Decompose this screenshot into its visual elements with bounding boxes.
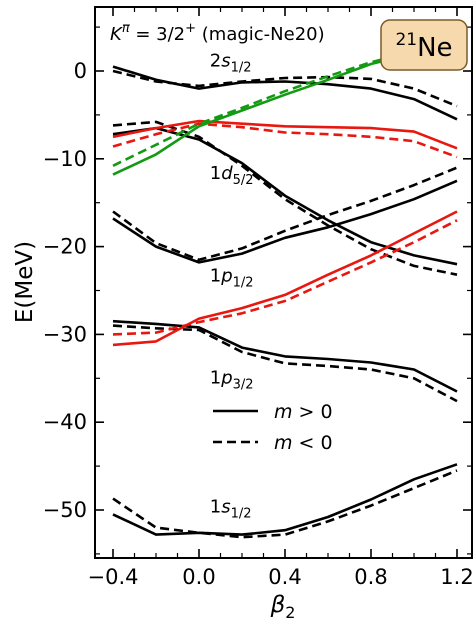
x-tick-label: 0.0 [182,565,215,589]
x-tick-label: 1.2 [440,565,473,589]
x-tick-label: 0.4 [268,565,301,589]
orbital-label: 1d5/2 [210,163,254,188]
series-layer [112,45,458,539]
y-tick-label: −50 [43,498,87,522]
y-tick-label: −10 [43,147,87,171]
series-line-2-black-dashed [112,69,458,108]
series-line-11-red-solid [112,119,458,150]
orbital-label: 1p1/2 [210,266,254,291]
orbital-label: 1s1/2 [210,497,252,522]
series-line-6-black-dashed [112,166,458,262]
y-tick-label: −30 [43,322,87,346]
y-tick-label: −40 [43,410,87,434]
orbital-label: 2s1/2 [210,51,252,76]
legend: m > 0 m < 0 [213,401,333,454]
ticks-layer: −0.4 0.0 0.4 0.8 1.2 0 −10 −20 −30 −40 −50 [43,7,474,589]
series-line-5-black-solid [112,179,458,264]
series-line-13-red-solid [112,210,458,347]
series-line-7-black-solid [112,319,458,393]
series-line-1-black-solid [112,65,458,121]
legend-label-dashed: m < 0 [274,432,333,454]
legend-label-solid: m > 0 [274,401,333,423]
series-line-14-red-dashed [112,219,458,336]
y-tick-label: 0 [74,59,87,83]
series-line-9-black-solid [112,463,458,536]
series-line-12-red-dashed [112,122,458,159]
nucleus-badge-box [380,19,468,71]
orbital-label: 1p3/2 [210,368,254,393]
y-tick-label: −20 [43,235,87,259]
y-axis-title: E(MeV) [12,241,38,323]
level-labels-layer: 2s1/2 1d5/2 1p1/2 1p3/2 1s1/2 [210,51,254,522]
series-line-16-green-dashed [112,45,458,167]
x-tick-label: 0.8 [354,565,387,589]
plot-frame [94,6,473,559]
nucleus-badge: 21Ne [380,19,468,71]
nucleus-badge-label: 21Ne [395,30,452,63]
x-tick-label: −0.4 [88,565,139,589]
x-axis-title: β2 [270,592,296,622]
chart-title: Kπ = 3/2+ (magic-Ne20) [110,21,325,45]
series-line-10-black-dashed [112,469,458,539]
